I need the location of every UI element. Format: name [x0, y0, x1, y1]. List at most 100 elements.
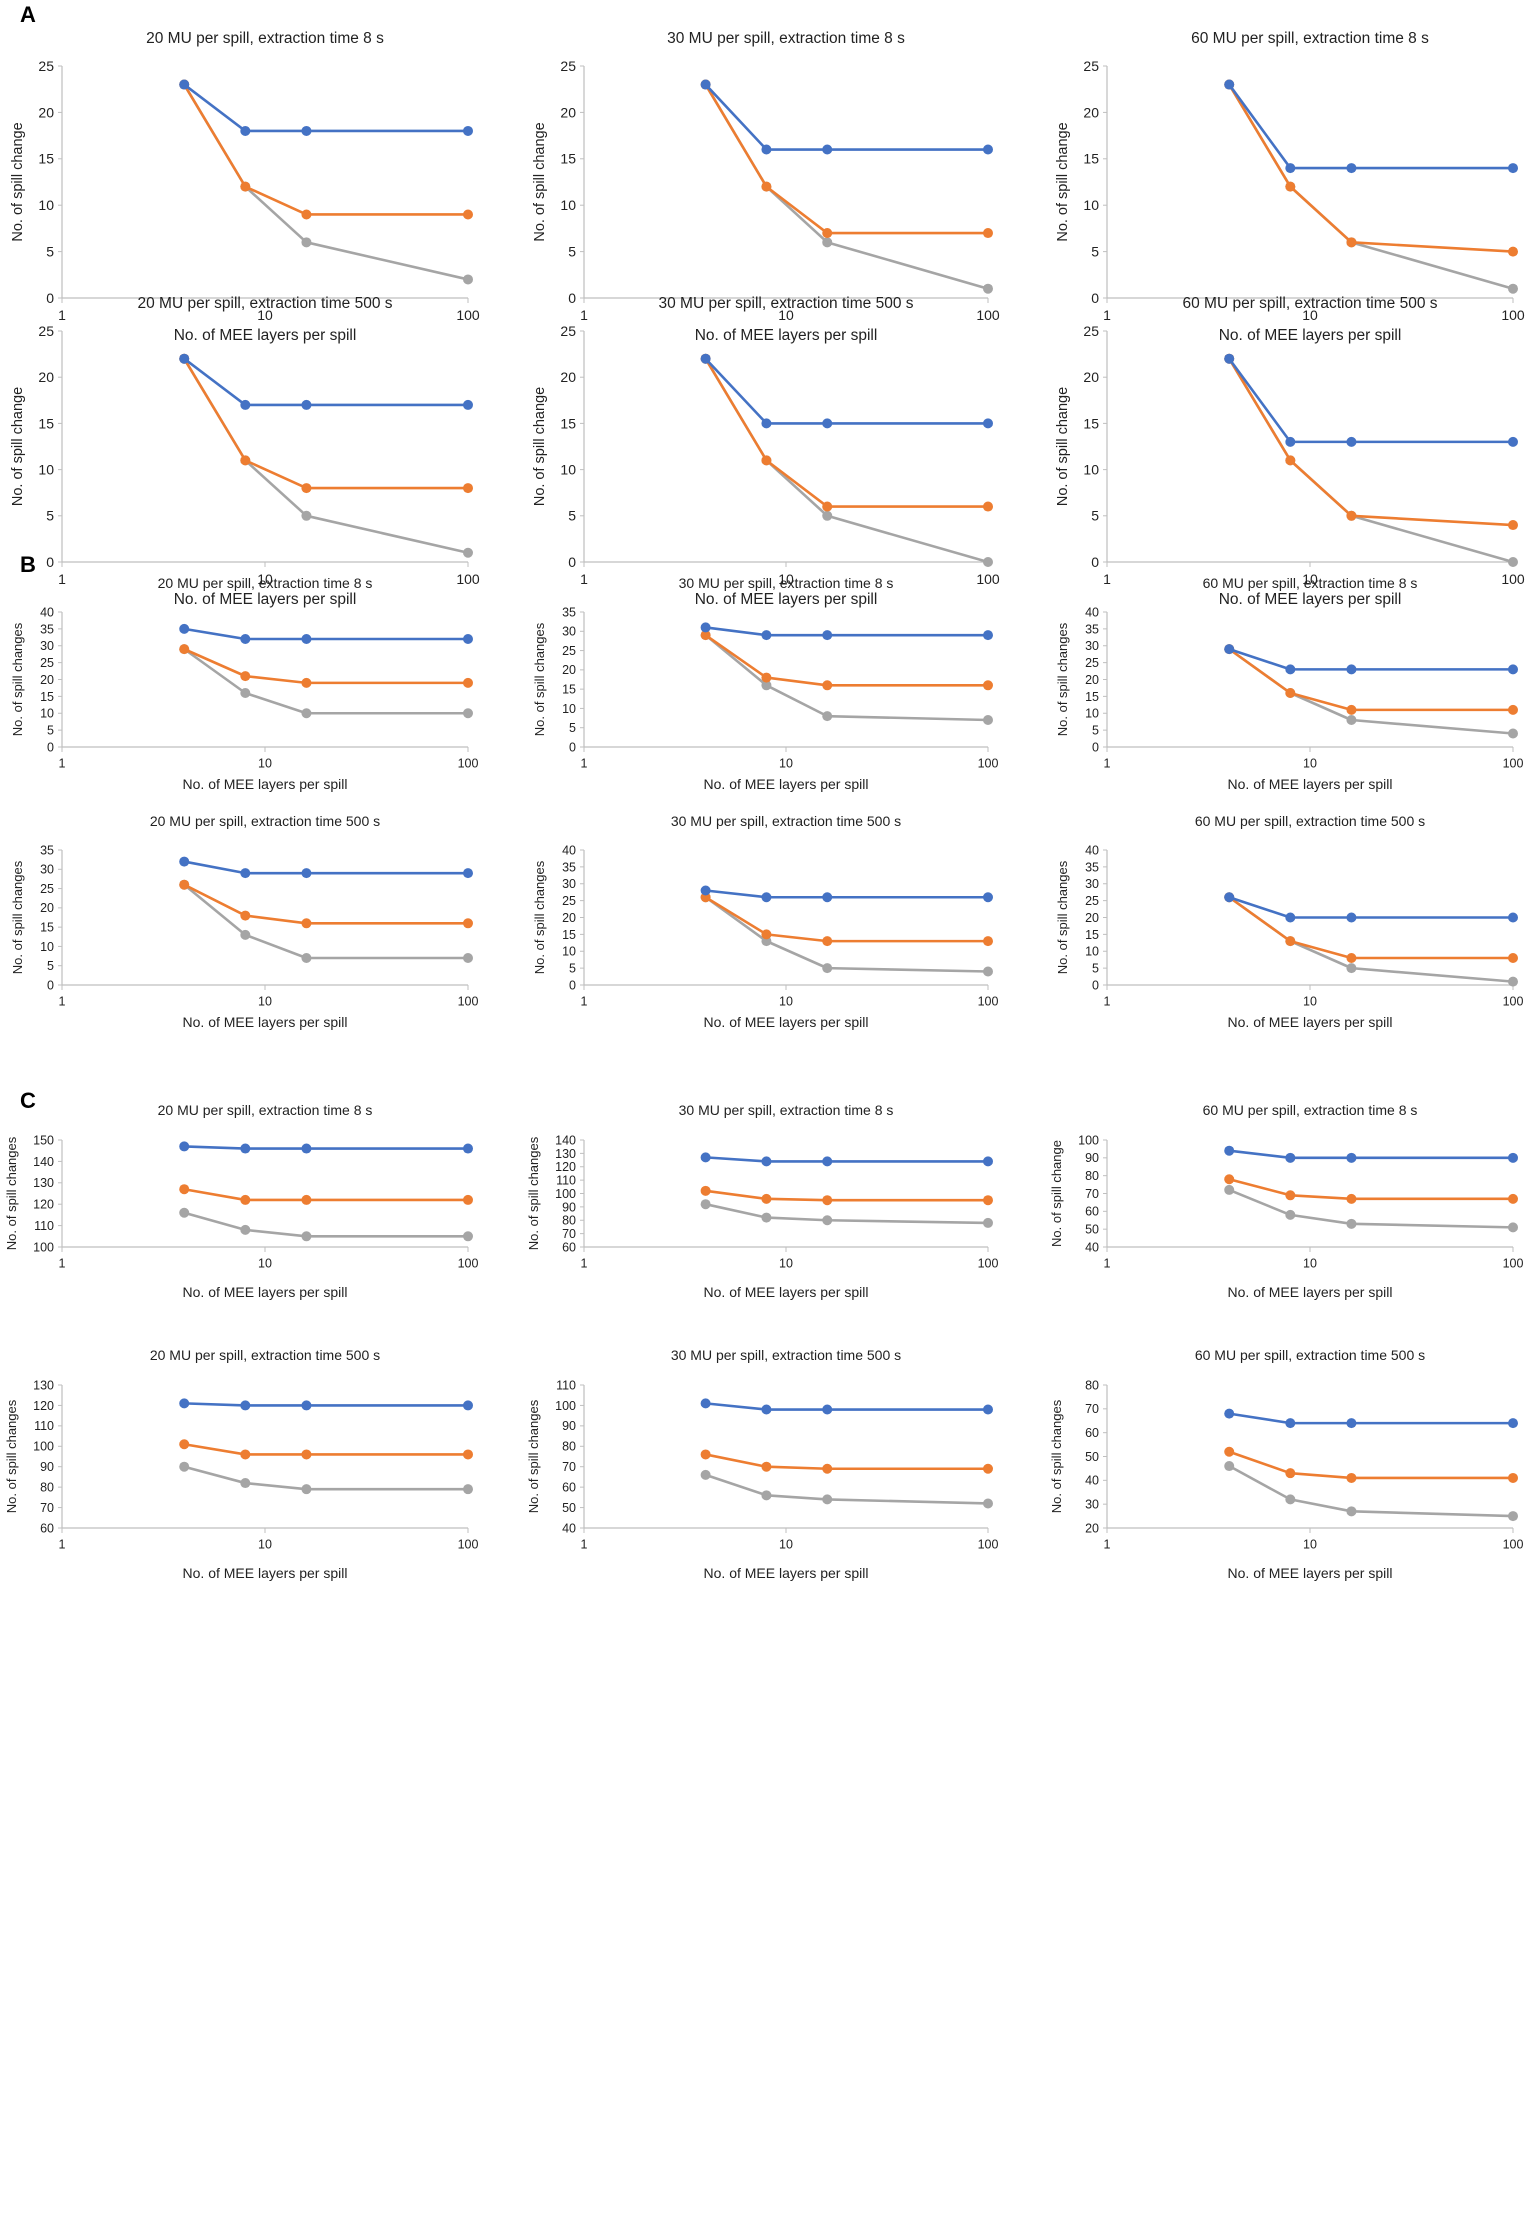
chart-c-5: 30 MU per spill, extraction time 500 s 40… — [526, 1347, 998, 1581]
chart-b-6: 60 MU per spill, extraction time 500 s 0 5… — [1055, 813, 1523, 1030]
x-tick-label: 100 — [1501, 307, 1525, 323]
data-point-orange — [240, 455, 251, 466]
series-line-gray — [704, 896, 989, 973]
y-tick-label: 25 — [560, 58, 576, 74]
x-tick-label: 100 — [1501, 571, 1525, 587]
data-point-blue — [822, 630, 833, 641]
data-point-blue — [301, 1143, 312, 1154]
y-tick-label: 10 — [40, 940, 54, 954]
x-tick-label: 1 — [581, 995, 588, 1009]
data-point-blue — [1346, 436, 1357, 447]
data-point-gray — [761, 1490, 772, 1501]
data-point-orange — [822, 501, 833, 512]
data-point-orange — [1508, 953, 1518, 963]
y-tick-label: 50 — [1085, 1223, 1099, 1237]
chart-a-4: 20 MU per spill, extraction time 500 s 0 5… — [10, 295, 480, 608]
y-tick-label: 60 — [1085, 1426, 1099, 1440]
data-point-gray — [700, 1199, 711, 1210]
data-point-orange — [1508, 246, 1518, 257]
data-point-blue — [240, 1400, 251, 1411]
series-line-gray — [1228, 1188, 1514, 1229]
y-tick-label: 10 — [38, 462, 54, 478]
series-line-blue — [705, 889, 988, 899]
chart-b-2: 30 MU per spill, extraction time 8 s 0 5 10… — [532, 575, 998, 792]
data-point-blue — [1224, 644, 1235, 655]
data-point-blue — [1224, 892, 1235, 903]
y-tick-label: 15 — [1083, 151, 1099, 167]
series-line-orange — [183, 647, 468, 685]
data-point-orange — [1346, 1193, 1357, 1204]
data-point-orange — [1346, 510, 1357, 521]
series-line-blue — [1228, 357, 1513, 444]
x-axis-label: No. of MEE layers per spill — [704, 776, 869, 792]
x-tick-label: 1 — [580, 307, 588, 323]
data-point-blue — [1224, 79, 1235, 90]
y-axis-label: No. of spill changes — [4, 1399, 19, 1513]
data-point-gray — [1285, 1494, 1296, 1505]
y-tick-label: 5 — [1091, 244, 1099, 260]
x-tick-label: 100 — [1503, 757, 1524, 771]
y-tick-label: 25 — [1083, 323, 1099, 339]
data-point-blue — [983, 1404, 993, 1415]
data-point-orange — [822, 680, 833, 691]
data-point-orange — [1346, 237, 1357, 248]
y-tick-label: 25 — [562, 644, 576, 658]
data-point-orange — [822, 228, 833, 239]
data-point-blue — [1508, 436, 1518, 447]
data-point-blue — [1285, 664, 1296, 675]
y-tick-label: 25 — [38, 58, 54, 74]
series-line-orange — [183, 83, 468, 216]
y-tick-label: 90 — [40, 1460, 54, 1474]
chart-title: 20 MU per spill, extraction time 8 s — [158, 575, 373, 591]
y-tick-label: 20 — [1085, 1521, 1099, 1535]
series-line-orange — [704, 896, 988, 943]
series-line-gray — [705, 1202, 989, 1225]
data-point-orange — [1285, 455, 1296, 466]
series-line-orange — [704, 358, 988, 508]
x-tick-label: 1 — [1104, 1538, 1111, 1552]
x-tick-label: 10 — [778, 571, 794, 587]
data-point-orange — [700, 1185, 711, 1196]
x-tick-label: 100 — [456, 307, 480, 323]
data-point-orange — [463, 1449, 473, 1460]
data-point-blue — [240, 634, 251, 644]
y-tick-label: 0 — [569, 978, 576, 992]
y-tick-label: 35 — [1085, 860, 1099, 874]
y-tick-label: 5 — [569, 962, 576, 976]
data-point-blue — [1224, 353, 1235, 364]
data-point-blue — [463, 1400, 473, 1411]
y-tick-label: 25 — [1085, 656, 1099, 670]
data-point-gray — [822, 963, 833, 974]
data-point-gray — [1285, 1209, 1296, 1220]
chart-a-5: 30 MU per spill, extraction time 500 s 0 5… — [532, 295, 1000, 608]
x-tick-label: 1 — [581, 1257, 588, 1271]
x-tick-label: 10 — [778, 307, 794, 323]
data-point-orange — [179, 1184, 190, 1195]
data-point-blue — [1508, 1418, 1518, 1429]
data-point-gray — [1508, 283, 1518, 294]
y-tick-label: 20 — [40, 901, 54, 915]
y-axis-label: No. of spill changes — [10, 622, 25, 736]
data-point-blue — [1346, 1418, 1357, 1429]
data-point-blue — [1508, 664, 1518, 675]
data-point-blue — [179, 1398, 190, 1409]
data-point-blue — [700, 885, 711, 896]
y-tick-label: 30 — [1085, 1498, 1099, 1512]
x-tick-label: 10 — [1303, 1538, 1317, 1552]
y-tick-label: 90 — [1085, 1151, 1099, 1165]
x-tick-label: 10 — [1303, 757, 1317, 771]
data-point-blue — [983, 1156, 993, 1167]
y-tick-label: 15 — [562, 928, 576, 942]
data-point-blue — [761, 892, 772, 903]
y-tick-label: 40 — [1085, 1240, 1099, 1254]
y-tick-label: 15 — [1085, 690, 1099, 704]
chart-b-5: 30 MU per spill, extraction time 500 s 0 5… — [532, 813, 998, 1030]
y-tick-label: 0 — [46, 290, 54, 306]
data-point-blue — [700, 1152, 711, 1163]
data-point-orange — [1285, 688, 1296, 698]
data-point-blue — [822, 144, 833, 155]
y-tick-label: 0 — [568, 290, 576, 306]
series-line-blue — [183, 83, 468, 133]
y-tick-label: 15 — [40, 921, 54, 935]
